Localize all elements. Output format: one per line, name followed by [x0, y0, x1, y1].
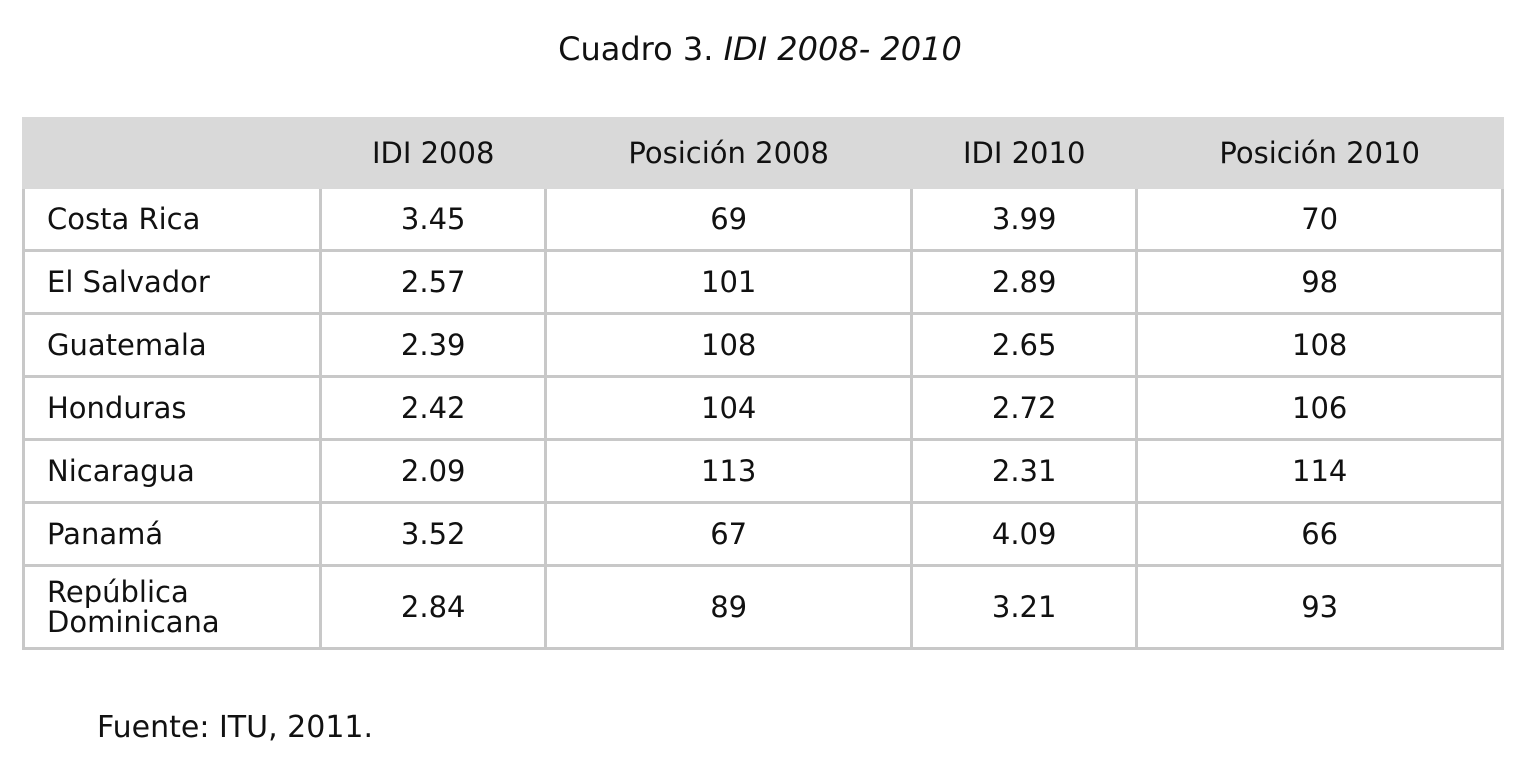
table-cell: 66 [1135, 501, 1504, 567]
table-cell: 113 [544, 438, 913, 504]
table-cell: 2.31 [909, 438, 1139, 504]
row-label: Nicaragua [22, 438, 322, 504]
header-cell: IDI 2010 [909, 117, 1139, 189]
table-cell: 2.65 [909, 312, 1139, 378]
table-cell: 93 [1135, 564, 1504, 650]
table-cell: 108 [544, 312, 913, 378]
table-cell: 3.99 [909, 186, 1139, 252]
title-text: IDI 2008- 2010 [723, 30, 962, 68]
table-body: Costa Rica 3.45 69 3.99 70 El Salvador 2.57 101… [22, 186, 1504, 650]
row-label: Costa Rica [22, 186, 322, 252]
row-label: Panamá [22, 501, 322, 567]
row-label: El Salvador [22, 249, 322, 315]
header-cell: Posición 2010 [1135, 117, 1504, 189]
table-cell: 2.89 [909, 249, 1139, 315]
header-row: IDI 2008 Posición 2008 IDI 2010 Posición 20… [22, 117, 1504, 189]
table-cell: 3.45 [318, 186, 548, 252]
table-cell: 70 [1135, 186, 1504, 252]
table-header: IDI 2008 Posición 2008 IDI 2010 Posición 20… [22, 117, 1504, 189]
table-cell: 106 [1135, 375, 1504, 441]
table-cell: 98 [1135, 249, 1504, 315]
source-note: Fuente: ITU, 2011. [97, 710, 374, 745]
table-row: Panamá 3.52 67 4.09 66 [22, 501, 1504, 567]
row-label: Honduras [22, 375, 322, 441]
table-cell: 4.09 [909, 501, 1139, 567]
table-cell: 69 [544, 186, 913, 252]
table-cell: 3.52 [318, 501, 548, 567]
table-cell: 67 [544, 501, 913, 567]
table-row: República Dominicana 2.84 89 3.21 93 [22, 564, 1504, 650]
table-cell: 101 [544, 249, 913, 315]
data-table: IDI 2008 Posición 2008 IDI 2010 Posición 20… [22, 117, 1504, 650]
row-label: Guatemala [22, 312, 322, 378]
header-cell: Posición 2008 [544, 117, 913, 189]
title-label: Cuadro 3. [558, 30, 714, 68]
table-row: Guatemala 2.39 108 2.65 108 [22, 312, 1504, 378]
table-cell: 2.72 [909, 375, 1139, 441]
row-label: República Dominicana [22, 564, 322, 650]
table-cell: 89 [544, 564, 913, 650]
table-row: Costa Rica 3.45 69 3.99 70 [22, 186, 1504, 252]
header-cell: IDI 2008 [318, 117, 548, 189]
table-row: El Salvador 2.57 101 2.89 98 [22, 249, 1504, 315]
table-cell: 2.57 [318, 249, 548, 315]
table-title: Cuadro 3. IDI 2008- 2010 [0, 30, 1520, 68]
table-cell: 2.09 [318, 438, 548, 504]
header-cell [22, 117, 322, 189]
table-row: Nicaragua 2.09 113 2.31 114 [22, 438, 1504, 504]
table-row: Honduras 2.42 104 2.72 106 [22, 375, 1504, 441]
table-cell: 108 [1135, 312, 1504, 378]
table-cell: 114 [1135, 438, 1504, 504]
table-cell: 3.21 [909, 564, 1139, 650]
table-cell: 104 [544, 375, 913, 441]
table-cell: 2.39 [318, 312, 548, 378]
table-cell: 2.84 [318, 564, 548, 650]
table-cell: 2.42 [318, 375, 548, 441]
